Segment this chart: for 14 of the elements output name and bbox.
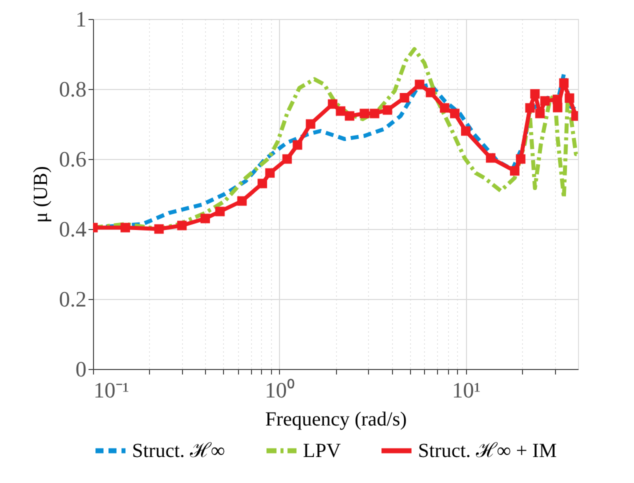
legend-label: LPV [303, 440, 342, 462]
y-axis-title: μ (UB) [30, 166, 52, 223]
y-tick-label: 0.4 [59, 216, 86, 242]
legend-label: Struct. ℋ∞ + IM [418, 440, 557, 462]
y-tick-label: 0.8 [59, 76, 86, 102]
y-tick-label: 1 [76, 6, 86, 32]
x-axis-title: Frequency (rad/s) [265, 408, 407, 430]
y-tick-label: 0.2 [59, 286, 86, 312]
legend-label: Struct. ℋ∞ [132, 440, 226, 462]
x-tick-label: 10⁰ [264, 378, 295, 402]
x-tick-label: 10⁻¹ [94, 378, 130, 402]
y-tick-label: 0 [76, 356, 86, 382]
x-tick-label: 10¹ [452, 378, 481, 402]
y-tick-label: 0.6 [59, 146, 86, 172]
